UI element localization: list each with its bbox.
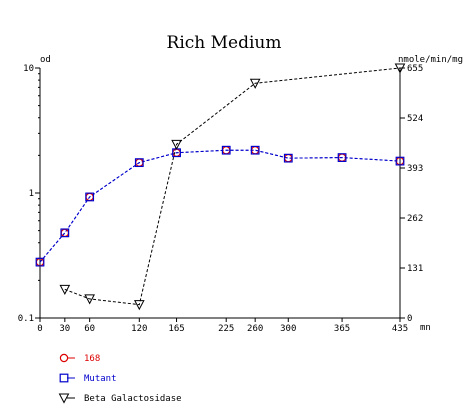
x-tick-label: 300 [280,324,296,334]
x-tick-label: 30 [59,324,70,334]
legend: 168 Mutant Beta Galactosidase [58,353,182,404]
right-tick-label: 0 [407,314,412,324]
right-tick-label: 524 [407,114,423,124]
data-point [60,228,70,238]
x-tick-label: 60 [84,324,95,334]
x-tick-label: 225 [218,324,234,334]
x-tick-label: 260 [247,324,263,334]
data-point [250,145,260,155]
data-point [59,284,71,295]
series-line [39,149,401,263]
data-point [84,294,95,305]
data-point [337,153,347,162]
chart-title: Rich Medium [167,33,282,53]
right-tick-label: 655 [407,64,423,74]
legend-marker [59,353,69,363]
data-point [85,192,95,202]
series-lines [39,67,401,306]
data-point [133,300,145,311]
data-point [394,63,406,74]
series-line [39,149,401,263]
x-tick-label: 435 [392,324,408,334]
data-point [395,156,405,166]
x-tick-label: 0 [37,324,42,334]
right-axis-label: nmole/min/mg [398,55,463,65]
right-tick-label: 262 [407,214,423,224]
data-point [171,139,182,150]
data-point [283,153,293,163]
data-point [221,145,231,155]
left-axis-label: od [40,55,51,65]
x-tick-label: 365 [334,324,350,334]
legend-label: Mutant [84,374,117,384]
series-line [64,67,401,306]
legend-label: Beta Galactosidase [84,394,182,404]
legend-marker [58,393,70,404]
legend-marker [59,373,69,383]
left-tick-label: 1 [29,189,34,199]
x-tick-label: 120 [131,324,147,334]
data-point [35,257,45,267]
data-point [249,78,261,89]
right-tick-label: 131 [407,264,423,274]
axis-ticks: 0 30 60 120 165 225 260 300 365 435 0.1 1 10 0 131 262 3… [18,64,424,334]
left-tick-label: 0.1 [18,314,34,324]
x-axis-unit: mn [420,323,431,333]
x-tick-label: 165 [168,324,184,334]
series-markers [35,63,406,311]
data-point [134,158,144,168]
legend-label: 168 [84,354,100,364]
right-tick-label: 393 [407,164,423,174]
data-point [60,228,70,238]
left-tick-label: 10 [23,64,34,74]
